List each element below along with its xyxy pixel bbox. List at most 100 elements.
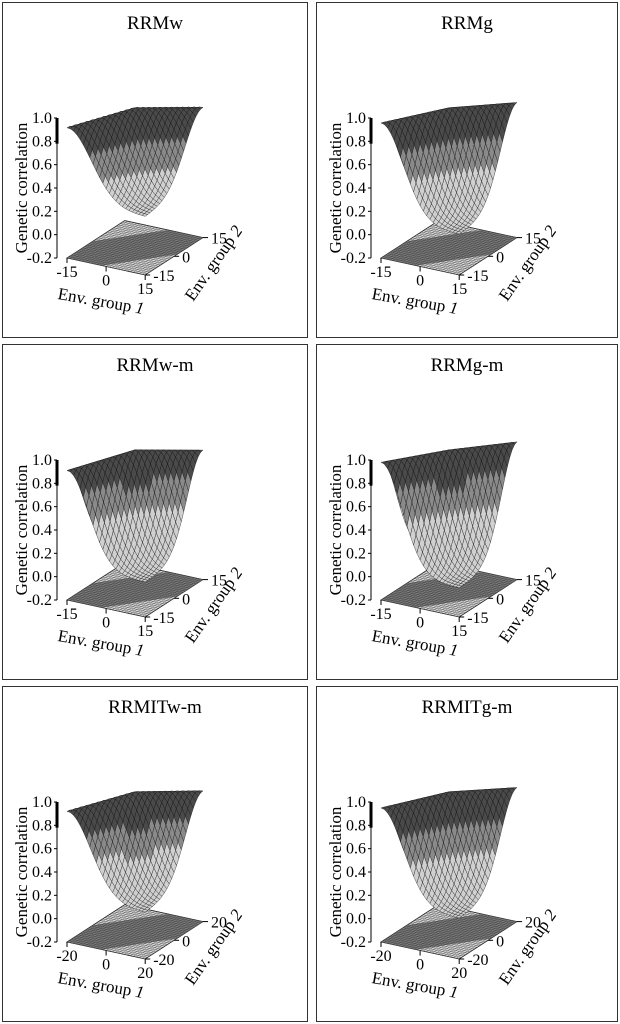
x1-axis-label: Env. group 1 — [370, 968, 459, 1002]
z-axis: -0.2 0.0 0.2 0.4 0.6 0.8 1.0 — [341, 794, 373, 951]
floor-gridline — [444, 918, 503, 956]
floor-gridline — [450, 235, 509, 274]
z-tick-label: 0.2 — [32, 887, 52, 904]
z-tick-label: 0.0 — [32, 569, 52, 586]
floor-gridline — [429, 230, 488, 269]
floor-gridline — [118, 908, 197, 927]
z-tick-label: 0.0 — [32, 227, 52, 244]
floor-gridline — [109, 572, 188, 590]
floor-gridline — [414, 578, 493, 596]
floor-gridline — [106, 573, 186, 592]
floor-gridline — [112, 572, 171, 610]
x2-tick-label: 0 — [496, 591, 504, 608]
floor-gridline — [423, 913, 482, 952]
floor-gridline — [412, 921, 491, 940]
x2-tick-label: 15 — [525, 573, 541, 590]
panel-rrmw-m: RRMw-m -0.2 0.0 0.2 0.4 0.6 0.8 1.0 Genetic corr… — [2, 344, 308, 680]
x1-tick-label: 0 — [102, 615, 110, 632]
floor-gridline — [95, 923, 175, 941]
z-tick-label: 0.8 — [32, 133, 52, 150]
z-tick-label: 0.8 — [346, 133, 366, 150]
floor-gridline — [102, 234, 181, 253]
correlation-surface — [66, 449, 204, 583]
floor-gridline — [136, 235, 195, 274]
floor-gridline — [450, 577, 509, 616]
floor-grid — [379, 220, 519, 276]
x1-axis: -20 0 20 — [56, 942, 153, 982]
z-tick-label: 0.8 — [346, 475, 366, 492]
surface-cell — [455, 231, 463, 235]
x1-tick-label: -15 — [370, 264, 391, 281]
floor-gridline — [98, 579, 177, 598]
x2-tick-label: -15 — [153, 610, 174, 627]
chart-title: RRMw-m — [116, 355, 193, 376]
floor-gridline — [115, 572, 174, 611]
correlation-surface — [380, 441, 518, 588]
floor-gridline — [106, 915, 186, 934]
z-tick-label: 0.2 — [32, 203, 52, 220]
z-tick-label: 0.6 — [346, 499, 366, 516]
z-tick-label: 1.0 — [346, 794, 366, 811]
floor-gridline — [456, 236, 515, 275]
floor-gridline — [418, 233, 498, 251]
floor-gridline — [444, 234, 503, 272]
floor-gridline — [426, 230, 485, 268]
x1-tick-label: 15 — [451, 623, 467, 640]
floor-gridline — [447, 576, 506, 615]
floor-gridline — [120, 223, 199, 241]
floor-gridline — [124, 220, 204, 238]
floor-gridline — [142, 920, 201, 959]
x2-tick-label: 20 — [525, 915, 541, 932]
floor-gridline — [420, 915, 500, 934]
z-axis-label: Genetic correlation — [326, 464, 345, 595]
floor-gridline — [441, 575, 500, 614]
z-tick-label: 1.0 — [32, 110, 52, 127]
z-axis-label: Genetic correlation — [12, 806, 31, 937]
z-tick-label: 0.2 — [346, 203, 366, 220]
floor-gridline — [111, 229, 190, 247]
floor-gridline — [127, 233, 186, 272]
floor-gridline — [130, 918, 189, 956]
x2-axis: 20 0 -20 — [459, 915, 541, 969]
x2-axis: 15 0 -15 — [145, 573, 227, 627]
floor-gridline — [133, 576, 192, 615]
floor-gridline — [447, 234, 506, 273]
floor-gridline — [109, 914, 188, 932]
floor-gridline — [456, 578, 515, 617]
floor-gridline — [414, 236, 493, 254]
floor-gridline — [429, 910, 509, 928]
correlation-surface — [380, 102, 518, 235]
z-axis: -0.2 0.0 0.2 0.4 0.6 0.8 1.0 — [27, 110, 59, 267]
z-tick-label: -0.2 — [341, 934, 366, 951]
floor-gridline — [412, 579, 491, 598]
z-tick-label: 0.0 — [346, 227, 366, 244]
floor-gridline — [113, 227, 192, 245]
floor-grid — [65, 904, 205, 960]
floor-gridline — [122, 221, 201, 240]
x1-axis: -15 0 15 — [370, 600, 467, 640]
z-tick-label: 0.8 — [32, 475, 52, 492]
floor-gridline — [429, 572, 488, 611]
z-axis: -0.2 0.0 0.2 0.4 0.6 0.8 1.0 — [27, 794, 59, 951]
floor-gridline — [429, 226, 509, 244]
z-tick-label: 0.4 — [346, 522, 366, 539]
floor-gridline — [124, 574, 183, 613]
floor-gridline — [95, 239, 175, 257]
floor-gridline — [435, 232, 494, 270]
floor-gridline — [380, 904, 439, 943]
floor-gridline — [423, 914, 502, 932]
z-tick-label: 0.2 — [346, 887, 366, 904]
x1-axis-label: Env. group 1 — [56, 284, 145, 318]
floor-gridline — [112, 230, 171, 268]
x1-tick-label: 15 — [451, 281, 467, 298]
z-tick-label: -0.2 — [27, 592, 52, 609]
surface-cell — [141, 909, 148, 913]
floor-gridline — [127, 575, 186, 614]
z-tick-label: 0.8 — [32, 817, 52, 834]
floor-gridline — [418, 917, 498, 935]
floor-gridline — [438, 916, 497, 955]
floor-gridline — [109, 230, 188, 248]
z-axis: -0.2 0.0 0.2 0.4 0.6 0.8 1.0 — [27, 452, 59, 609]
